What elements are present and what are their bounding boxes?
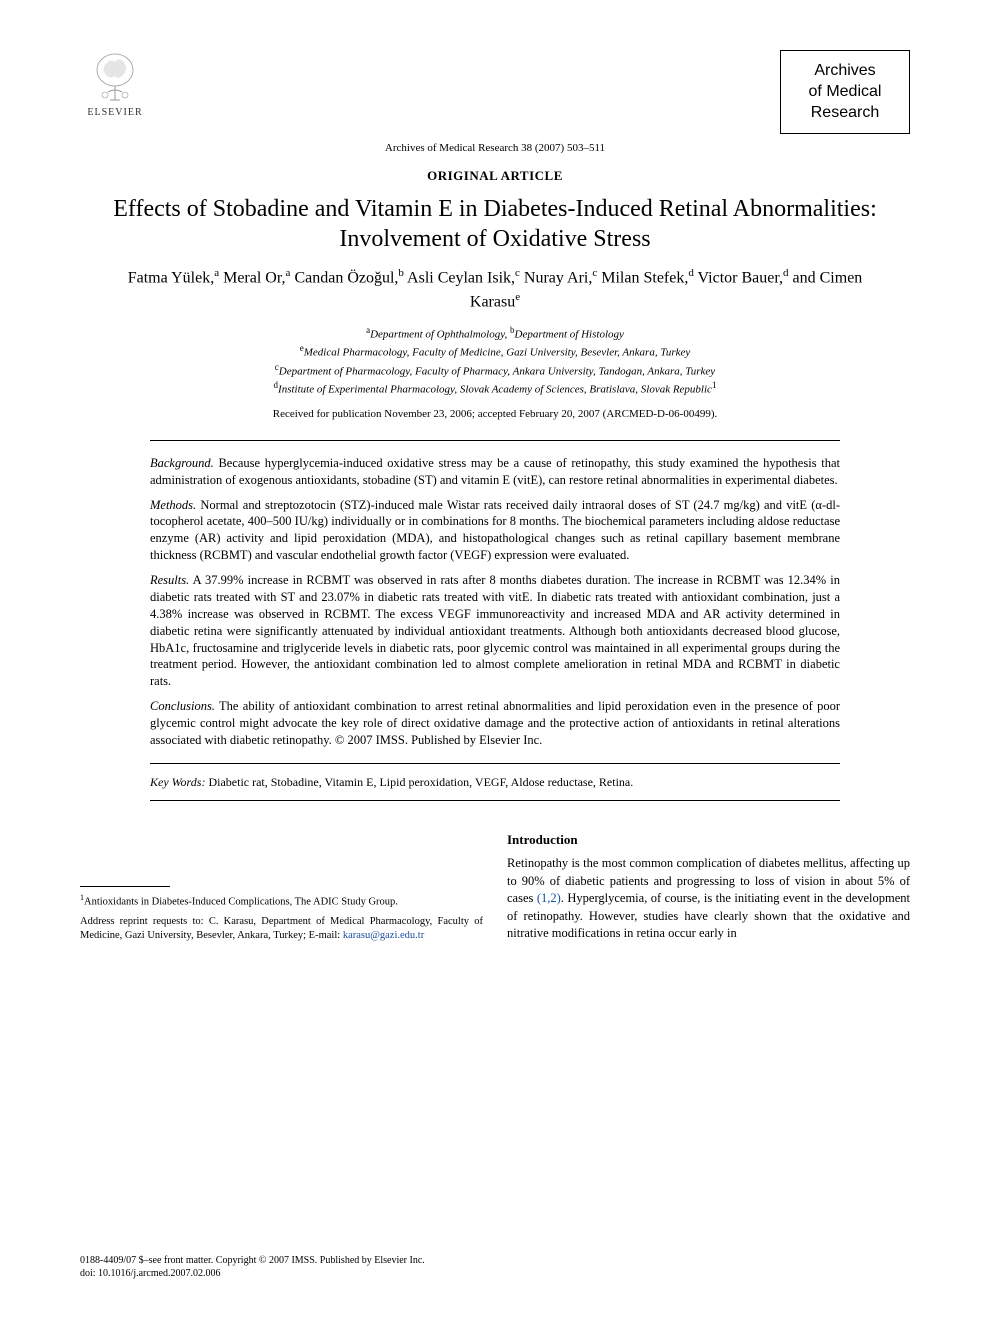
publisher-name: ELSEVIER — [87, 107, 142, 118]
right-column: Introduction Retinopathy is the most com… — [507, 831, 910, 943]
footer-copyright: 0188-4409/07 $–see front matter. Copyrig… — [80, 1254, 910, 1267]
article-type: ORIGINAL ARTICLE — [80, 168, 910, 184]
abstract-methods-text: Normal and streptozotocin (STZ)-induced … — [150, 498, 840, 563]
affiliations: aDepartment of Ophthalmology, bDepartmen… — [80, 324, 910, 398]
footer-doi: doi: 10.1016/j.arcmed.2007.02.006 — [80, 1267, 910, 1280]
publisher-logo: ELSEVIER — [80, 50, 150, 130]
journal-line-1: Archives — [795, 61, 895, 82]
introduction-paragraph: Retinopathy is the most common complicat… — [507, 855, 910, 943]
abstract-background: Background. Because hyperglycemia-induce… — [150, 455, 840, 489]
abstract-conclusions-text: The ability of antioxidant combination t… — [150, 699, 840, 747]
intro-text-b: . Hyperglycemia, of course, is the initi… — [507, 891, 910, 940]
footnote-separator — [80, 886, 170, 887]
elsevier-tree-icon — [90, 50, 140, 105]
abstract-results-text: A 37.99% increase in RCBMT was observed … — [150, 573, 840, 688]
left-column: 1Antioxidants in Diabetes-Induced Compli… — [80, 831, 483, 943]
keywords-block: Key Words: Diabetic rat, Stobadine, Vita… — [150, 768, 840, 801]
authors-list: Fatma Yülek,a Meral Or,a Candan Özoğul,b… — [80, 266, 910, 313]
journal-line-2: of Medical — [795, 82, 895, 103]
footer: 0188-4409/07 $–see front matter. Copyrig… — [80, 1254, 910, 1280]
received-date: Received for publication November 23, 20… — [80, 408, 910, 420]
keywords-text: Diabetic rat, Stobadine, Vitamin E, Lipi… — [208, 775, 633, 789]
introduction-heading: Introduction — [507, 831, 910, 849]
journal-line-3: Research — [795, 103, 895, 124]
abstract-conclusions: Conclusions. The ability of antioxidant … — [150, 698, 840, 749]
abstract-block: Background. Because hyperglycemia-induce… — [150, 440, 840, 764]
footnote-1: 1Antioxidants in Diabetes-Induced Compli… — [80, 893, 483, 909]
abstract-results: Results. A 37.99% increase in RCBMT was … — [150, 572, 840, 690]
abstract-background-text: Because hyperglycemia-induced oxidative … — [150, 456, 840, 487]
journal-title-box: Archives of Medical Research — [780, 50, 910, 134]
article-title: Effects of Stobadine and Vitamin E in Di… — [80, 194, 910, 254]
citation-line: Archives of Medical Research 38 (2007) 5… — [80, 142, 910, 154]
body-columns: 1Antioxidants in Diabetes-Induced Compli… — [80, 831, 910, 943]
footnote-reprint: Address reprint requests to: C. Karasu, … — [80, 915, 483, 942]
email-link[interactable]: karasu@gazi.edu.tr — [343, 930, 424, 941]
reference-link[interactable]: (1,2) — [537, 891, 561, 905]
abstract-methods: Methods. Normal and streptozotocin (STZ)… — [150, 497, 840, 565]
header-row: ELSEVIER Archives of Medical Research — [80, 50, 910, 134]
